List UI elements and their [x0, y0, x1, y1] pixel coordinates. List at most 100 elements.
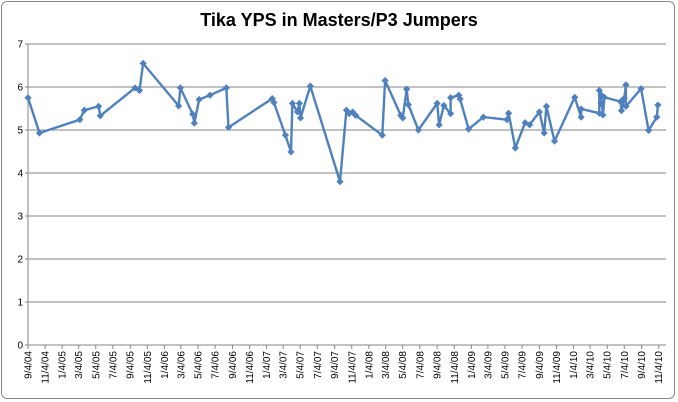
- data-point-marker: [175, 102, 183, 110]
- data-point-marker: [479, 113, 487, 121]
- data-point-marker: [597, 91, 605, 99]
- data-point-marker: [535, 108, 544, 116]
- data-point-marker: [447, 94, 455, 102]
- data-point-marker: [599, 111, 607, 119]
- y-tick-label: 4: [17, 169, 23, 180]
- data-point-marker: [637, 85, 645, 93]
- gridlines: [28, 43, 666, 303]
- x-tick-label: 9/4/10: [637, 351, 648, 379]
- data-point-marker: [76, 116, 84, 124]
- x-tick-label: 3/4/10: [586, 351, 597, 379]
- x-tick-label: 9/4/09: [535, 351, 546, 379]
- data-point-marker: [505, 109, 513, 117]
- data-point-marker: [645, 126, 653, 135]
- x-tick-label: 7/4/06: [211, 351, 222, 379]
- x-tick-label: 11/4/10: [654, 351, 665, 384]
- x-tick-label: 9/4/07: [330, 351, 341, 379]
- x-tick-label: 9/4/08: [433, 351, 444, 379]
- data-point-marker: [287, 148, 295, 156]
- plot-area: [24, 59, 662, 186]
- data-point-marker: [399, 114, 407, 122]
- x-tick-label: 1/4/05: [58, 351, 69, 379]
- data-point-marker: [176, 84, 184, 92]
- data-point-marker: [433, 99, 441, 107]
- data-point-marker: [139, 59, 147, 67]
- x-tick-label: 3/4/07: [279, 351, 290, 379]
- data-point-marker: [620, 94, 628, 102]
- data-point-marker: [306, 82, 314, 90]
- data-point-marker: [595, 86, 603, 95]
- data-point-marker: [622, 81, 630, 89]
- data-point-marker: [131, 84, 139, 92]
- x-tick-label: 1/4/09: [467, 351, 478, 379]
- x-tick-label: 3/4/05: [74, 351, 85, 379]
- y-tick-label: 5: [17, 126, 23, 137]
- x-tick-label: 1/4/08: [364, 351, 375, 379]
- x-tick-label: 7/4/08: [415, 351, 426, 379]
- x-tick-label: 5/4/08: [398, 351, 409, 379]
- data-point-marker: [600, 93, 608, 101]
- y-tick-label: 2: [17, 255, 23, 266]
- chart-title: Tika YPS in Masters/P3 Jumpers: [200, 10, 478, 30]
- data-point-marker: [295, 99, 303, 107]
- data-point-marker: [296, 114, 305, 122]
- x-tick-label: 3/4/06: [176, 351, 187, 379]
- data-point-marker: [456, 95, 464, 103]
- x-tick-label: 11/4/05: [143, 351, 154, 384]
- x-tick-label: 5/4/09: [500, 351, 511, 379]
- x-tick-label: 1/4/10: [569, 351, 580, 379]
- data-point-marker: [435, 121, 443, 129]
- data-point-marker: [345, 110, 353, 118]
- data-point-marker: [447, 110, 455, 118]
- x-tick-label: 5/4/10: [603, 351, 614, 379]
- data-point-marker: [190, 119, 198, 127]
- x-tick-label: 9/4/04: [24, 351, 35, 379]
- data-point-marker: [35, 129, 44, 137]
- data-point-marker: [540, 129, 548, 137]
- data-point-marker: [595, 109, 603, 117]
- x-axis: 9/4/04 11/4/04 1/4/05 3/4/05 5/4/05 7/4/05 9/4…: [24, 344, 666, 384]
- x-tick-label: 1/4/07: [262, 351, 273, 379]
- data-point-marker: [622, 102, 630, 110]
- x-tick-label: 11/4/06: [245, 351, 256, 384]
- data-point-marker: [511, 144, 519, 152]
- data-point-marker: [403, 85, 411, 93]
- data-point-marker: [80, 106, 88, 114]
- series-line: [26, 62, 660, 183]
- data-point-marker: [577, 113, 585, 121]
- data-point-marker: [336, 178, 344, 186]
- data-point-marker: [455, 91, 463, 99]
- data-point-marker: [381, 76, 389, 85]
- x-tick-label: 3/4/08: [381, 351, 392, 379]
- x-tick-label: 5/4/07: [296, 351, 307, 379]
- x-tick-label: 7/4/07: [313, 351, 324, 379]
- data-point-marker: [135, 86, 144, 95]
- x-tick-label: 1/4/06: [160, 351, 171, 379]
- x-tick-label: 11/4/08: [450, 351, 461, 384]
- data-point-marker: [24, 94, 32, 102]
- data-point-marker: [342, 106, 351, 114]
- y-axis: 0 1 2 3 4 5 6 7: [17, 40, 29, 352]
- x-tick-label: 9/4/05: [126, 351, 137, 379]
- data-point-marker: [96, 112, 104, 120]
- data-point-marker: [654, 101, 662, 109]
- data-point-marker: [503, 116, 511, 124]
- x-tick-label: 7/4/05: [108, 351, 119, 379]
- x-tick-label: 11/4/07: [347, 351, 358, 384]
- data-point-marker: [464, 125, 473, 133]
- x-tick-label: 7/4/10: [620, 351, 631, 379]
- y-tick-label: 6: [17, 83, 23, 94]
- data-point-marker: [206, 91, 214, 99]
- data-point-marker: [414, 126, 423, 134]
- data-point-marker: [653, 113, 661, 121]
- y-tick-label: 3: [17, 212, 23, 223]
- data-point-marker: [542, 102, 551, 110]
- x-tick-label: 9/4/06: [228, 351, 239, 379]
- data-point-marker: [597, 99, 605, 107]
- data-point-marker: [349, 108, 357, 116]
- data-point-marker: [293, 108, 302, 116]
- data-point-marker: [352, 111, 360, 119]
- data-point-marker: [440, 101, 448, 110]
- data-point-marker: [189, 110, 197, 118]
